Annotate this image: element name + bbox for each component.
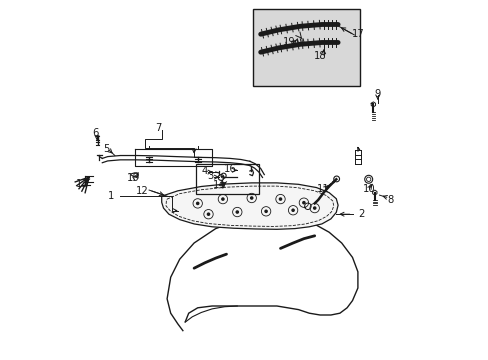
Text: 15: 15 <box>126 173 139 183</box>
Circle shape <box>206 212 210 216</box>
Text: 7: 7 <box>155 123 161 133</box>
Text: 1: 1 <box>108 191 114 201</box>
Circle shape <box>302 201 305 204</box>
Circle shape <box>221 173 225 178</box>
Polygon shape <box>162 183 337 229</box>
Text: 19: 19 <box>283 37 295 48</box>
Text: 5: 5 <box>102 144 109 154</box>
Circle shape <box>221 197 224 201</box>
Circle shape <box>196 202 199 205</box>
Text: 14: 14 <box>213 180 225 190</box>
Text: 11: 11 <box>317 184 329 194</box>
Circle shape <box>249 196 253 200</box>
Text: 9: 9 <box>374 89 380 99</box>
Text: 3: 3 <box>207 171 213 181</box>
Text: 17: 17 <box>351 29 364 39</box>
Circle shape <box>264 210 267 213</box>
Text: 8: 8 <box>386 195 393 205</box>
Circle shape <box>291 208 294 212</box>
Circle shape <box>312 206 316 210</box>
Text: 10: 10 <box>362 184 374 194</box>
Text: 2: 2 <box>358 209 364 219</box>
Text: 13: 13 <box>76 179 89 189</box>
Text: 12: 12 <box>135 186 148 196</box>
Text: 18: 18 <box>313 51 326 61</box>
Text: 4: 4 <box>202 166 207 176</box>
Circle shape <box>235 210 239 214</box>
Text: 16: 16 <box>224 164 236 174</box>
Circle shape <box>278 197 282 201</box>
Bar <box>253 9 359 86</box>
Text: 6: 6 <box>92 128 98 138</box>
Bar <box>196 164 258 194</box>
